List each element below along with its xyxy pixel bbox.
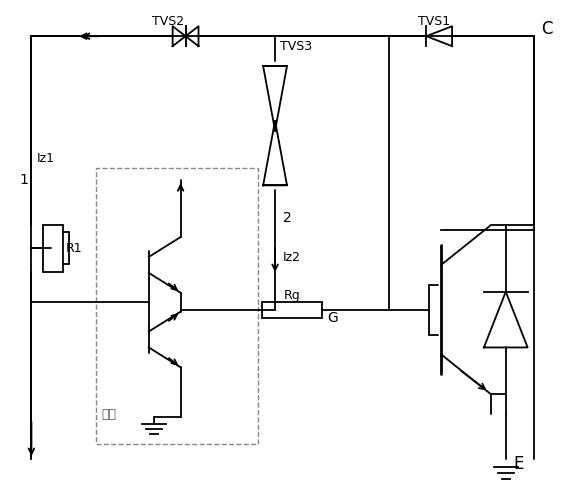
Text: E: E: [513, 455, 524, 473]
Bar: [51, 232, 69, 264]
Text: TVS1: TVS1: [418, 15, 450, 28]
Bar: [96, 168, 258, 444]
Text: G: G: [327, 311, 338, 325]
Text: 2: 2: [283, 211, 292, 225]
Text: TVS2: TVS2: [152, 15, 184, 28]
Text: Rg: Rg: [283, 289, 300, 302]
Text: Iz1: Iz1: [36, 152, 55, 165]
Text: R1: R1: [66, 242, 83, 254]
Text: 1: 1: [20, 173, 28, 187]
Text: C: C: [542, 20, 553, 38]
Text: 推挽: 推挽: [101, 408, 116, 420]
Bar: [43, 225, 63, 272]
Text: Iz2: Iz2: [283, 251, 301, 264]
Bar: [262, 302, 322, 318]
Text: TVS3: TVS3: [280, 40, 312, 53]
